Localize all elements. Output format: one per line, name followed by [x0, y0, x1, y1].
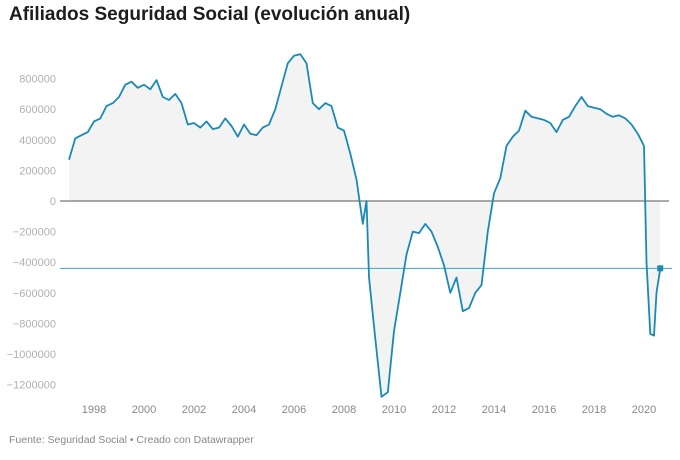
chart-title: Afiliados Seguridad Social (evolución an…	[9, 4, 411, 25]
x-tick-label: 2006	[282, 404, 306, 416]
y-tick-label: −1000000	[7, 349, 56, 361]
y-tick-label: 0	[50, 196, 56, 208]
y-tick-label: −200000	[13, 227, 56, 239]
x-tick-label: 2020	[632, 404, 656, 416]
y-tick-label: 600000	[19, 104, 56, 116]
x-tick-label: 2012	[432, 404, 456, 416]
y-tick-label: −800000	[13, 318, 56, 330]
footer-source: Fuente: Seguridad Social • Creado con Da…	[9, 434, 254, 446]
x-tick-label: 2010	[382, 404, 406, 416]
area-fill	[69, 54, 661, 397]
last-point-marker	[657, 265, 664, 272]
y-tick-label: 400000	[19, 135, 56, 147]
y-tick-label: −400000	[13, 257, 56, 269]
y-tick-label: −600000	[13, 288, 56, 300]
x-tick-label: 2018	[582, 404, 606, 416]
x-tick-label: 2000	[132, 404, 156, 416]
x-tick-label: 2016	[532, 404, 556, 416]
y-tick-label: 200000	[19, 165, 56, 177]
x-tick-label: 2008	[332, 404, 356, 416]
y-tick-label: 800000	[19, 74, 56, 86]
y-tick-label: −1200000	[7, 380, 56, 392]
x-tick-label: 2004	[232, 404, 256, 416]
x-tick-label: 1998	[82, 404, 106, 416]
x-tick-label: 2014	[482, 404, 506, 416]
series-line	[68, 53, 662, 398]
x-tick-label: 2002	[182, 404, 206, 416]
